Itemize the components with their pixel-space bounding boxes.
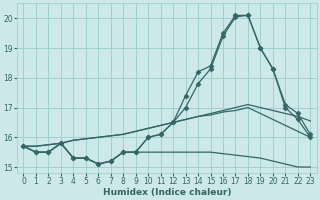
X-axis label: Humidex (Indice chaleur): Humidex (Indice chaleur)	[103, 188, 231, 197]
